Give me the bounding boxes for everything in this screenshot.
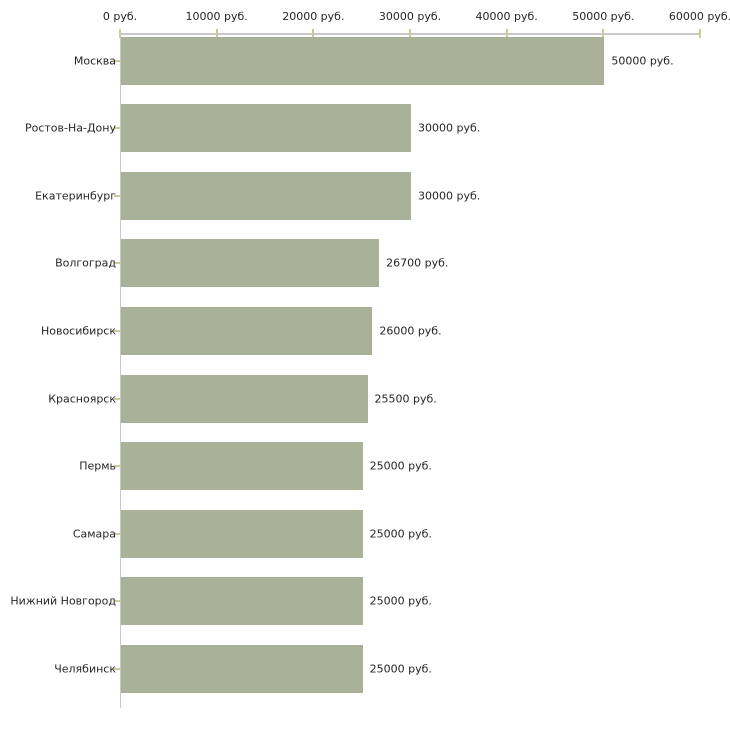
- x-axis-tick: [699, 29, 701, 38]
- value-label: 30000 руб.: [418, 189, 481, 203]
- x-axis-tick-label: 60000 руб.: [668, 10, 730, 23]
- value-label: 25000 руб.: [369, 527, 432, 541]
- bar: [121, 509, 363, 558]
- x-axis-tick: [409, 29, 411, 38]
- x-axis-tick-label: 50000 руб.: [572, 10, 635, 23]
- x-axis-tick: [119, 29, 121, 38]
- y-axis-tick: [114, 127, 120, 130]
- y-axis-tick: [114, 262, 120, 265]
- y-axis-tick: [114, 194, 120, 197]
- x-axis-tick-label: 20000 руб.: [282, 10, 345, 23]
- bar: [121, 306, 373, 355]
- category-label: Екатеринбург: [35, 189, 116, 203]
- y-axis-tick: [114, 465, 120, 468]
- y-axis-tick: [114, 667, 120, 670]
- x-axis-tick: [312, 29, 315, 38]
- bar: [121, 442, 363, 491]
- bar: [121, 171, 411, 220]
- bar: [121, 36, 605, 85]
- bar: [121, 104, 411, 153]
- value-label: 50000 руб.: [611, 54, 674, 67]
- value-label: 30000 руб.: [418, 121, 481, 135]
- x-axis-tick-label: 10000 руб.: [185, 10, 248, 23]
- bar: [121, 374, 368, 423]
- bar: [121, 577, 363, 626]
- category-label: Пермь: [79, 459, 116, 473]
- category-label: Челябинск: [54, 662, 116, 676]
- category-label: Новосибирск: [40, 324, 116, 338]
- x-axis-tick-label: 40000 руб.: [475, 10, 538, 23]
- category-label: Самара: [72, 527, 116, 541]
- category-label: Москва: [73, 54, 116, 67]
- value-label: 25500 руб.: [374, 392, 437, 405]
- value-label: 25000 руб.: [369, 594, 432, 608]
- value-label: 25000 руб.: [369, 459, 432, 473]
- category-label: Волгоград: [55, 256, 116, 270]
- y-axis-tick: [114, 329, 120, 332]
- x-axis-tick: [602, 29, 605, 38]
- x-axis-tick-label: 0 руб.: [102, 10, 138, 23]
- category-label: Ростов-На-Дону: [24, 121, 116, 135]
- x-axis-tick: [215, 29, 218, 38]
- y-axis-tick: [114, 59, 120, 62]
- value-label: 26700 руб.: [386, 256, 449, 270]
- value-label: 25000 руб.: [369, 662, 432, 676]
- value-label: 26000 руб.: [379, 324, 442, 338]
- bar: [121, 644, 363, 693]
- y-axis-tick: [114, 600, 120, 603]
- y-axis-line: [120, 33, 121, 709]
- x-axis-tick: [505, 29, 508, 38]
- category-label: Красноярск: [48, 392, 116, 405]
- category-label: Нижний Новгород: [10, 594, 116, 608]
- x-axis-tick-label: 30000 руб.: [378, 10, 442, 23]
- y-axis-tick: [114, 532, 120, 535]
- y-axis-tick: [114, 397, 120, 400]
- bar: [121, 239, 380, 288]
